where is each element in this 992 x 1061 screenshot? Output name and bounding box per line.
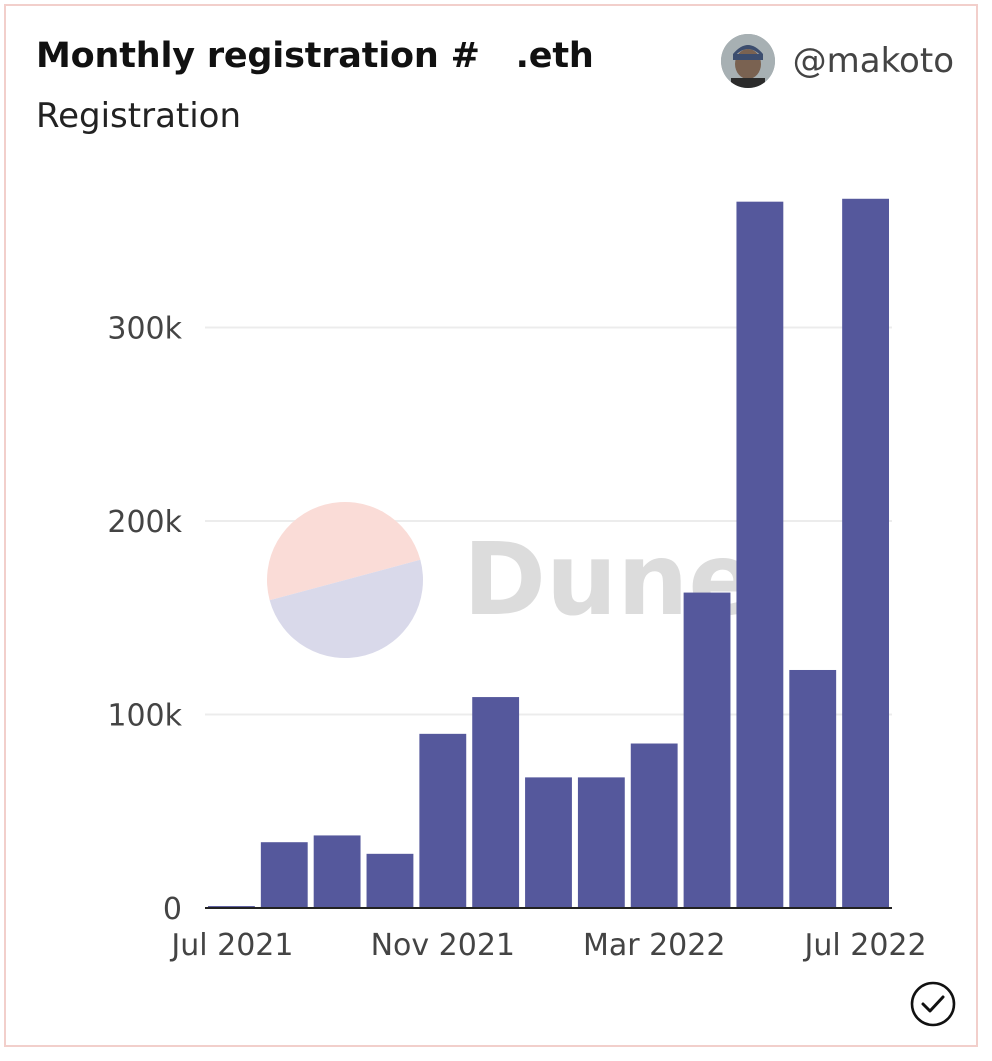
bar-sep-2021 <box>313 835 361 908</box>
bar-may-2022 <box>736 201 784 909</box>
bar-dec-2021 <box>472 697 520 908</box>
watermark-logo-bottom <box>269 559 423 659</box>
avatar[interactable] <box>720 34 775 88</box>
bar-nov-2021 <box>419 733 467 908</box>
bar-jul-2022 <box>842 198 889 909</box>
author-badge[interactable]: @makoto <box>720 34 954 88</box>
x-tick-label: Nov 2021 <box>371 928 515 963</box>
x-tick-label: Jul 2022 <box>803 928 927 963</box>
bar-aug-2021 <box>260 842 308 908</box>
chart-title: Monthly registration # .eth <box>36 36 594 76</box>
chart-subtitle: Registration <box>36 96 242 136</box>
y-tick-label: 0 <box>163 892 182 927</box>
bar-jun-2022 <box>789 669 837 908</box>
author-handle[interactable]: @makoto <box>792 41 954 81</box>
x-tick-label: Jul 2021 <box>169 928 293 963</box>
bar-mar-2022 <box>630 743 678 908</box>
bar-feb-2022 <box>577 777 625 908</box>
bar-jan-2022 <box>525 777 572 908</box>
avatar-image <box>720 34 775 88</box>
check-circle-icon[interactable] <box>910 981 956 1027</box>
y-tick-label: 100k <box>107 698 182 733</box>
watermark-logo-top <box>267 502 421 601</box>
bar-apr-2022 <box>683 592 731 908</box>
y-tick-label: 300k <box>107 311 182 346</box>
y-tick-label: 200k <box>107 505 182 540</box>
bar-oct-2021 <box>366 853 414 908</box>
x-tick-label: Mar 2022 <box>583 928 726 963</box>
